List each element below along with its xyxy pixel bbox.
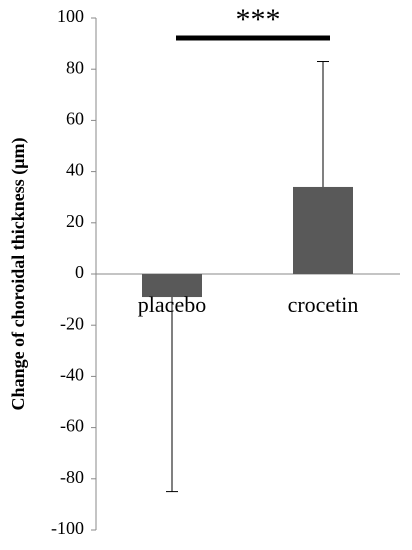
y-tick-label: 60 (66, 109, 84, 129)
y-tick-label: -80 (60, 467, 84, 487)
y-tick-label: 80 (66, 57, 84, 77)
y-tick-label: -40 (60, 365, 84, 385)
x-tick-label: placebo (138, 292, 206, 317)
y-tick-label: 40 (66, 160, 84, 180)
y-tick-label: 20 (66, 211, 84, 231)
y-tick-label: 0 (75, 262, 84, 282)
y-tick-label: -60 (60, 416, 84, 436)
y-tick-label: -100 (51, 518, 84, 538)
y-axis-label: Change of choroidal thickness (μm) (8, 138, 29, 411)
y-tick-label: 100 (57, 6, 84, 26)
significance-annotation: *** (236, 3, 281, 36)
x-tick-label: crocetin (288, 292, 359, 317)
y-tick-label: -20 (60, 313, 84, 333)
bar (142, 274, 202, 298)
bar (293, 186, 353, 274)
